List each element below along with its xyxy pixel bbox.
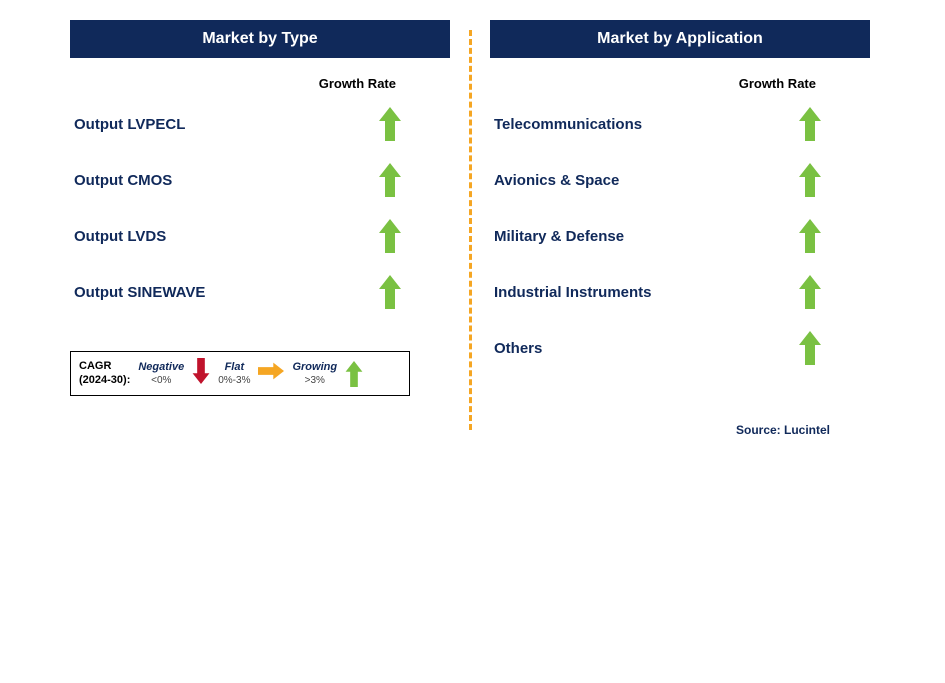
left-row-label: Output CMOS: [74, 172, 172, 189]
left-rows: Output LVPECL Output CMOS Output LVDS Ou…: [70, 107, 450, 331]
right-row: Others: [490, 331, 870, 365]
right-panel: Market by Application Growth Rate Teleco…: [490, 20, 870, 437]
legend-segment: Flat 0%-3%: [218, 361, 250, 386]
legend-segment-label: Flat: [225, 361, 245, 373]
growth-arrow-icon: [750, 331, 870, 365]
left-panel: Market by Type Growth Rate Output LVPECL…: [70, 20, 450, 396]
right-row: Industrial Instruments: [490, 275, 870, 309]
legend-segment: Growing >3%: [292, 361, 337, 386]
legend-arrow-icon: [258, 362, 284, 385]
growth-arrow-icon: [330, 163, 450, 197]
source-text: Source: Lucintel: [490, 423, 870, 437]
dashed-line: [469, 30, 472, 430]
left-row: Output LVPECL: [70, 107, 450, 141]
legend-segments: Negative <0% Flat 0%-3% Growing >3%: [138, 358, 401, 389]
left-row: Output LVDS: [70, 219, 450, 253]
legend-segment-range: >3%: [305, 375, 325, 386]
legend-segment-range: <0%: [151, 375, 171, 386]
legend-segment: Negative <0%: [138, 361, 184, 386]
right-row-label: Military & Defense: [494, 228, 624, 245]
right-row: Telecommunications: [490, 107, 870, 141]
right-row-label: Avionics & Space: [494, 172, 619, 189]
right-growth-header: Growth Rate: [490, 76, 870, 91]
right-row: Avionics & Space: [490, 163, 870, 197]
growth-arrow-icon: [330, 275, 450, 309]
growth-arrow-icon: [750, 107, 870, 141]
right-row-label: Industrial Instruments: [494, 284, 652, 301]
right-panel-title: Market by Application: [490, 20, 870, 58]
legend-title-line1: CAGR: [79, 360, 111, 372]
growth-arrow-icon: [750, 275, 870, 309]
legend-arrow-icon: [345, 361, 363, 387]
legend-segment-label: Negative: [138, 361, 184, 373]
legend-title: CAGR (2024-30):: [79, 360, 130, 386]
right-row-label: Telecommunications: [494, 116, 642, 133]
right-row-label: Others: [494, 340, 542, 357]
vertical-divider: [450, 20, 490, 430]
left-row: Output SINEWAVE: [70, 275, 450, 309]
infographic-container: Market by Type Growth Rate Output LVPECL…: [0, 0, 945, 457]
growth-arrow-icon: [750, 163, 870, 197]
left-row-label: Output SINEWAVE: [74, 284, 205, 301]
legend-segment-range: 0%-3%: [218, 375, 250, 386]
right-rows: Telecommunications Avionics & Space Mili…: [490, 107, 870, 387]
legend-title-line2: (2024-30):: [79, 374, 130, 386]
left-growth-header: Growth Rate: [70, 76, 450, 91]
left-row: Output CMOS: [70, 163, 450, 197]
legend-box: CAGR (2024-30): Negative <0% Flat 0%-3% Gr…: [70, 351, 410, 396]
left-row-label: Output LVDS: [74, 228, 166, 245]
left-panel-title: Market by Type: [70, 20, 450, 58]
legend-segment-label: Growing: [292, 361, 337, 373]
growth-arrow-icon: [330, 219, 450, 253]
right-row: Military & Defense: [490, 219, 870, 253]
left-row-label: Output LVPECL: [74, 116, 185, 133]
growth-arrow-icon: [750, 219, 870, 253]
growth-arrow-icon: [330, 107, 450, 141]
legend-arrow-icon: [192, 358, 210, 389]
